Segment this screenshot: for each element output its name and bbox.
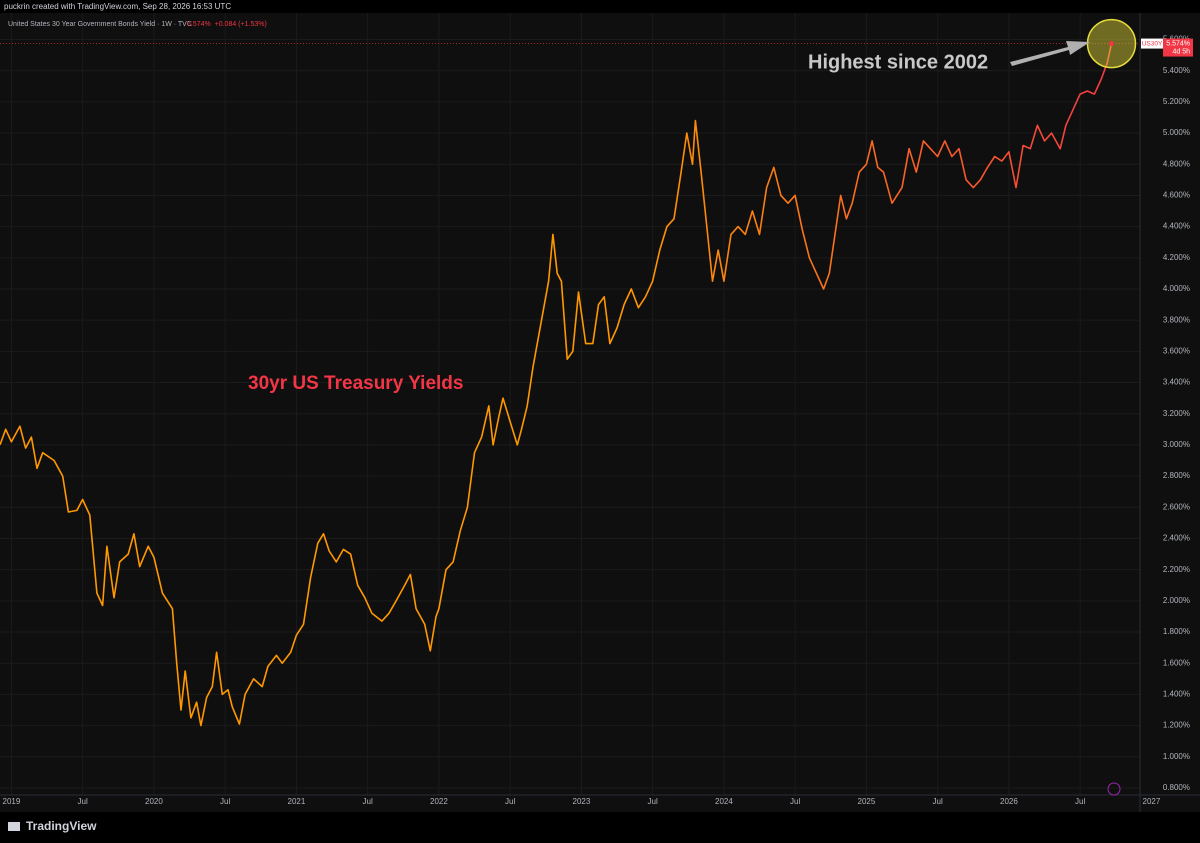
grid bbox=[0, 13, 1140, 795]
y-tick-label: 3.000% bbox=[1163, 440, 1190, 449]
line bbox=[0, 43, 1113, 727]
x-tick-label: 2023 bbox=[573, 797, 591, 806]
y-tick-label: 1.000% bbox=[1163, 752, 1190, 761]
price-box bbox=[1163, 38, 1193, 57]
y-tick-label: 2.200% bbox=[1163, 565, 1190, 574]
symbol-box bbox=[1141, 38, 1163, 49]
logo-mark bbox=[8, 822, 20, 831]
annotation-label: Highest since 2002 bbox=[808, 51, 988, 73]
x-tick-label: 2022 bbox=[430, 797, 448, 806]
y-tick-label: 3.200% bbox=[1163, 409, 1190, 418]
annotation-arrow bbox=[1010, 41, 1090, 66]
y-tick-label: 1.800% bbox=[1163, 627, 1190, 636]
y-tick-label: 4.000% bbox=[1163, 284, 1190, 293]
y-tick-label: 3.800% bbox=[1163, 315, 1190, 324]
y-tick-label: 2.400% bbox=[1163, 534, 1190, 543]
y-tick-label: 4.200% bbox=[1163, 253, 1190, 262]
x-tick-label: 2021 bbox=[288, 797, 306, 806]
y-tick-label: 2.600% bbox=[1163, 502, 1190, 511]
y-tick-label: 5.000% bbox=[1163, 128, 1190, 137]
credit-bar bbox=[0, 0, 1200, 13]
y-tick-label: 1.400% bbox=[1163, 690, 1190, 699]
price-label: 5.574% bbox=[1166, 40, 1190, 47]
last-point bbox=[1109, 41, 1114, 47]
y-tick-label: 5.200% bbox=[1163, 97, 1190, 106]
y-tick-label: 3.400% bbox=[1163, 378, 1190, 387]
y-tick-label: 1.200% bbox=[1163, 721, 1190, 730]
x-tick-label: Jul bbox=[790, 797, 800, 806]
y-tick-label: 3.600% bbox=[1163, 346, 1190, 355]
countdown-label: 4d 5h bbox=[1172, 48, 1190, 55]
quote: 5.574% +0.084 (+1.53%) bbox=[187, 21, 267, 28]
credit: puckrin created with TradingView.com, Se… bbox=[4, 2, 231, 11]
footer-bar bbox=[0, 812, 1200, 843]
x-tick-label: 2020 bbox=[145, 797, 163, 806]
x-tick-label: 2025 bbox=[858, 797, 876, 806]
y-tick-label: 2.800% bbox=[1163, 471, 1190, 480]
footer-logo: TradingView bbox=[8, 819, 97, 833]
x-tick-label: 2019 bbox=[3, 797, 21, 806]
x-tick-label: Jul bbox=[933, 797, 943, 806]
annotation-label: 30yr US Treasury Yields bbox=[248, 373, 463, 394]
x-tick-label: 2026 bbox=[1000, 797, 1018, 806]
plot bbox=[0, 18, 1137, 727]
x-tick-label: 2024 bbox=[715, 797, 733, 806]
x-tick-label: Jul bbox=[1075, 797, 1085, 806]
y-tick-label: 0.800% bbox=[1163, 783, 1190, 792]
x-tick-label: 2027 bbox=[1143, 797, 1161, 806]
instrument: United States 30 Year Government Bonds Y… bbox=[8, 21, 192, 28]
y-tick-label: 2.000% bbox=[1163, 596, 1190, 605]
y-tick-label: 4.400% bbox=[1163, 222, 1190, 231]
x-tick-label: Jul bbox=[505, 797, 515, 806]
x-tick-label: Jul bbox=[363, 797, 373, 806]
y-tick-label: 1.600% bbox=[1163, 658, 1190, 667]
x-tick-label: Jul bbox=[78, 797, 88, 806]
footer-text: TradingView bbox=[26, 819, 97, 833]
y-tick-label: 4.600% bbox=[1163, 191, 1190, 200]
y-tick-label: 4.800% bbox=[1163, 159, 1190, 168]
x-tick-label: Jul bbox=[648, 797, 658, 806]
y-tick-label: 5.400% bbox=[1163, 66, 1190, 75]
x-tick-label: Jul bbox=[220, 797, 230, 806]
symbol-label: US30Y bbox=[1142, 40, 1163, 47]
event-icon bbox=[1107, 782, 1121, 796]
